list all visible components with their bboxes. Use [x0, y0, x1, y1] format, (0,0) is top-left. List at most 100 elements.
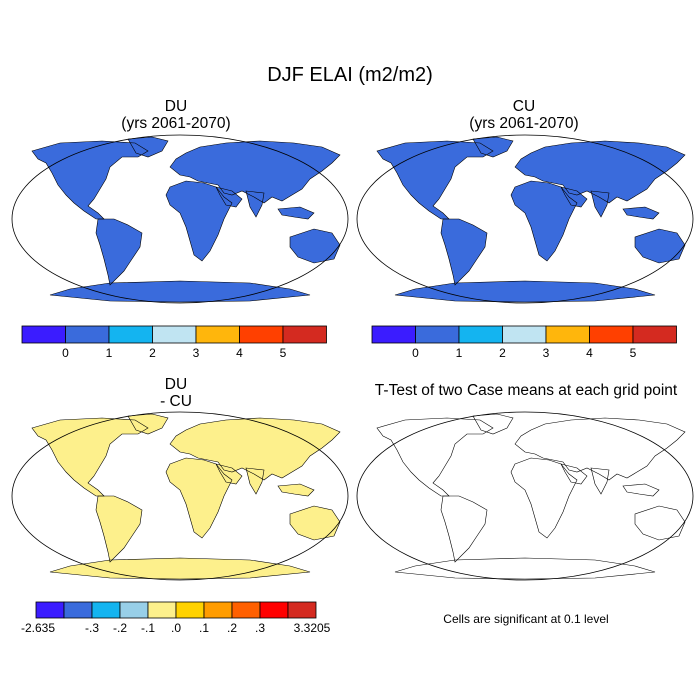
grid-cell [310, 420, 312, 422]
coastline-europe-asia [514, 140, 686, 204]
grid-cell [330, 449, 332, 451]
grid-cell [339, 529, 341, 531]
coastline-antarctica [49, 280, 311, 303]
grid-cell [305, 556, 307, 558]
significant-cell [655, 440, 657, 442]
grid-cell [327, 263, 329, 265]
coastline-south-america [95, 218, 143, 286]
colorbar-box [195, 325, 240, 344]
map-border [356, 134, 694, 304]
map-border [11, 134, 349, 304]
significant-cell [416, 424, 418, 426]
grid-cell [341, 460, 343, 462]
colorbar-tick-label: .2 [227, 621, 237, 635]
grid-cell [59, 557, 61, 559]
colorbar-tick-label: 2 [149, 346, 156, 360]
coastline-india [590, 190, 610, 218]
coastline-maritime-se-asia [277, 206, 315, 220]
coastline-arabia [215, 186, 243, 208]
colorbar-box [287, 601, 317, 619]
grid-cell [380, 159, 382, 161]
grid-cell [323, 554, 325, 556]
grid-cell [337, 167, 339, 169]
land-maritime-se-asia [623, 207, 659, 219]
grid-cell [376, 164, 378, 166]
grid-cell [337, 439, 339, 441]
grid-cell [395, 274, 397, 276]
significant-cell [654, 432, 656, 434]
significant-cell [383, 439, 385, 441]
grid-cell [325, 142, 327, 144]
grid-cell [320, 276, 322, 278]
grid-cell [30, 147, 32, 149]
land-arabia [216, 464, 242, 484]
grid-cell [334, 548, 336, 550]
coastline-europe-asia [169, 140, 341, 204]
panel-diff-title: DU - CU [76, 376, 276, 410]
grid-cell [33, 557, 35, 559]
grid-cell [334, 144, 336, 146]
significant-cell [664, 445, 666, 447]
significant-cell [383, 445, 385, 447]
land-africa [511, 181, 577, 261]
colorbar-tick-label: 3 [543, 346, 550, 360]
grid-cell [342, 527, 344, 529]
grid-cell [325, 557, 327, 559]
coastline-north-america [376, 140, 494, 220]
colorbar-cu: 0 1 2 3 4 5 [371, 325, 677, 360]
land-arabia [561, 187, 587, 207]
significant-cell [390, 437, 392, 439]
colorbar-box [147, 601, 177, 619]
map-du [11, 134, 349, 304]
panel-cu-title: CU (yrs 2061-2070) [424, 98, 624, 132]
land-arabia [216, 187, 242, 207]
colorbar-tick-label: 0 [412, 346, 419, 360]
land-antarctica [50, 558, 310, 579]
grid-cell [381, 169, 383, 171]
grid-cell [45, 275, 47, 277]
land-south-america [96, 219, 142, 285]
significant-cell [396, 435, 398, 437]
grid-cell [48, 557, 50, 559]
grid-cell [334, 460, 336, 462]
grid-cell [309, 274, 311, 276]
colorbar-tick-label: .1 [199, 621, 209, 635]
significant-cell [384, 442, 386, 444]
significant-cell [377, 437, 379, 439]
map-diff [11, 411, 349, 581]
grid-cell [329, 143, 331, 145]
significant-cell [683, 529, 685, 531]
grid-cell [379, 167, 381, 169]
grid-cell [324, 263, 326, 265]
colorbar-box [203, 601, 233, 619]
significant-cell [379, 443, 381, 445]
grid-cell [33, 166, 35, 168]
coastline-arabia [560, 186, 588, 208]
colorbar-box [502, 325, 547, 344]
grid-cell [31, 546, 33, 548]
colorbar-box [371, 325, 416, 344]
grid-cell [341, 467, 343, 469]
grid-cell [331, 447, 333, 449]
coastline-africa [510, 457, 578, 539]
coastline-india [245, 190, 265, 218]
coastline-europe-asia [169, 417, 341, 481]
colorbar-box [65, 325, 110, 344]
colorbar-diff: -2.635 -.3 -.2 -.1 .0 .1 .2 .3 3.3205 [21, 601, 331, 635]
significant-cell [381, 444, 383, 446]
grid-cell [39, 548, 41, 550]
grid-cell [669, 262, 671, 264]
coastline-greenland [472, 136, 514, 158]
coastline-antarctica [49, 557, 311, 580]
colorbar-box [239, 325, 284, 344]
map-ttest [356, 411, 694, 581]
map-border [11, 411, 349, 581]
grid-cell [340, 548, 342, 550]
land-europe-asia [515, 141, 685, 203]
panel-cu-years: (yrs 2061-2070) [469, 115, 579, 132]
grid-cell [326, 266, 328, 268]
grid-cell [32, 170, 34, 172]
significant-cell [664, 439, 666, 441]
colorbar-tick-label: .0 [171, 621, 181, 635]
colorbar-tick-label: 5 [630, 346, 637, 360]
